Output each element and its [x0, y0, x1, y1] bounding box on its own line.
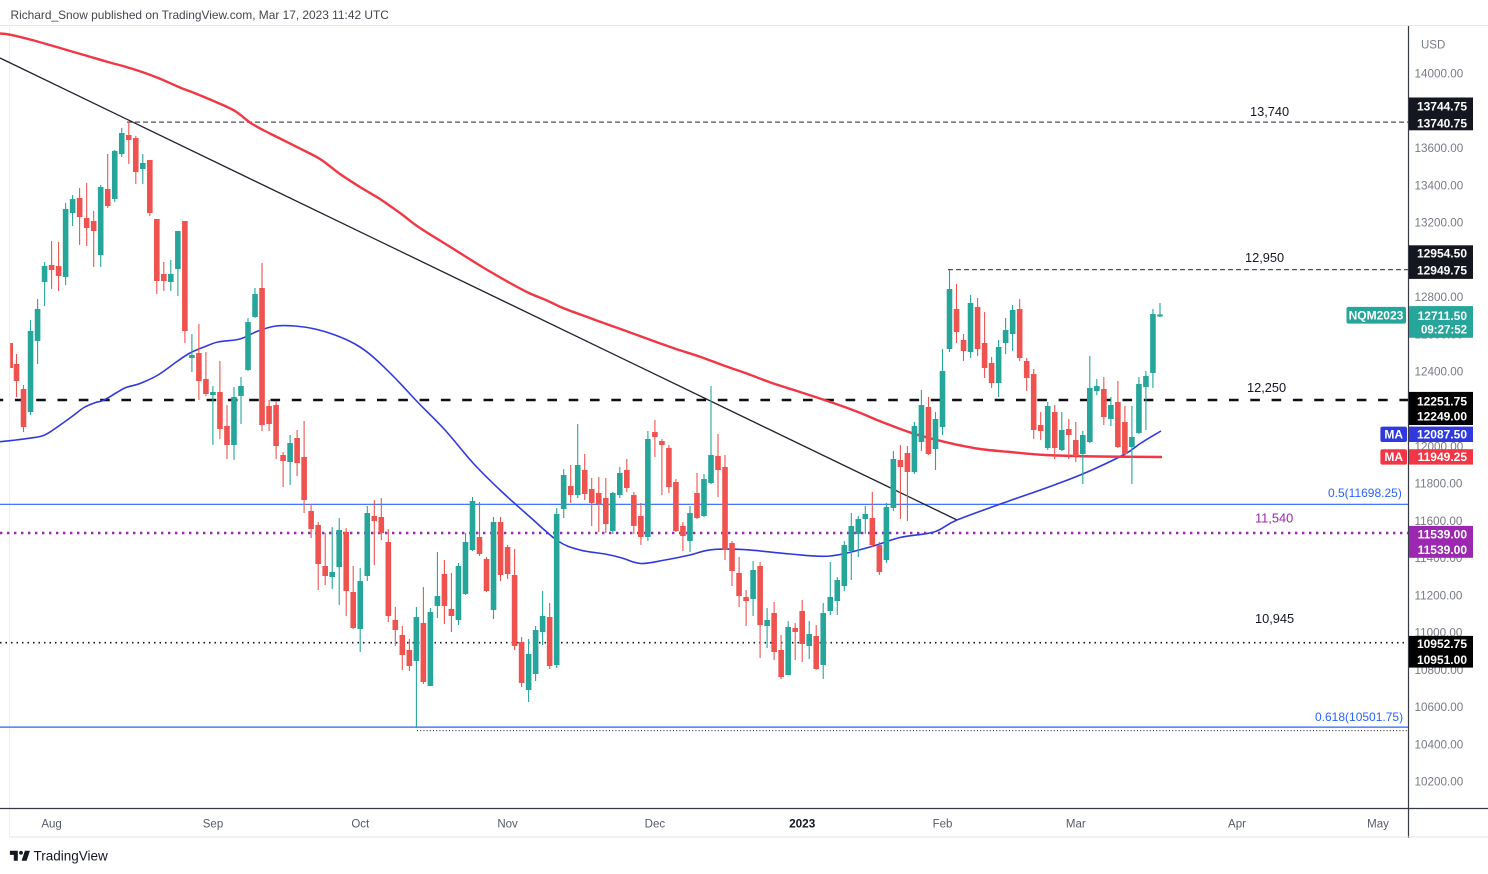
- svg-text:USD: USD: [1421, 40, 1445, 52]
- svg-text:13400.00: 13400.00: [1415, 179, 1464, 192]
- svg-text:12,950: 12,950: [1245, 250, 1284, 265]
- svg-text:12800.00: 12800.00: [1415, 291, 1464, 304]
- svg-text:13,740: 13,740: [1250, 104, 1289, 119]
- svg-text:11539.00: 11539.00: [1418, 543, 1468, 557]
- svg-text:12400.00: 12400.00: [1415, 366, 1464, 379]
- svg-text:MA: MA: [1384, 427, 1403, 441]
- svg-text:13600.00: 13600.00: [1415, 142, 1464, 155]
- svg-text:12711.50: 12711.50: [1418, 309, 1468, 323]
- svg-text:Nov: Nov: [497, 819, 518, 831]
- svg-text:Dec: Dec: [645, 819, 666, 831]
- svg-text:Apr: Apr: [1228, 819, 1246, 831]
- svg-text:TradingView: TradingView: [34, 848, 109, 863]
- svg-text:NQM2023: NQM2023: [1349, 308, 1404, 322]
- svg-text:Sep: Sep: [203, 819, 223, 831]
- svg-text:09:27:52: 09:27:52: [1421, 325, 1467, 337]
- svg-text:12,250: 12,250: [1247, 380, 1286, 395]
- svg-text:10200.00: 10200.00: [1415, 776, 1464, 789]
- svg-text:11800.00: 11800.00: [1415, 478, 1463, 491]
- svg-text:14000.00: 14000.00: [1415, 68, 1464, 81]
- svg-text:Aug: Aug: [41, 819, 61, 831]
- svg-text:MA: MA: [1384, 450, 1403, 464]
- svg-text:12954.50: 12954.50: [1417, 247, 1467, 261]
- svg-text:11,540: 11,540: [1255, 511, 1293, 526]
- svg-text:12949.75: 12949.75: [1417, 264, 1467, 278]
- svg-text:13740.75: 13740.75: [1417, 116, 1467, 130]
- svg-text:10952.75: 10952.75: [1417, 637, 1467, 651]
- svg-text:0.5(11698.25): 0.5(11698.25): [1328, 486, 1402, 500]
- svg-text:10400.00: 10400.00: [1415, 739, 1464, 752]
- svg-text:11949.25: 11949.25: [1418, 450, 1468, 464]
- svg-text:11200.00: 11200.00: [1415, 589, 1463, 602]
- svg-text:Feb: Feb: [933, 819, 953, 831]
- svg-text:10951.00: 10951.00: [1417, 653, 1467, 667]
- svg-text:13744.75: 13744.75: [1417, 99, 1467, 113]
- svg-text:13200.00: 13200.00: [1415, 217, 1464, 230]
- svg-text:12249.00: 12249.00: [1417, 410, 1467, 424]
- svg-text:12087.50: 12087.50: [1417, 427, 1467, 441]
- svg-text:2023: 2023: [789, 817, 816, 831]
- svg-text:11539.00: 11539.00: [1418, 527, 1468, 541]
- svg-text:12251.75: 12251.75: [1417, 395, 1467, 409]
- svg-text:0.618(10501.75): 0.618(10501.75): [1315, 710, 1403, 724]
- svg-text:Mar: Mar: [1066, 819, 1086, 831]
- svg-text:10600.00: 10600.00: [1415, 701, 1464, 714]
- svg-text:Oct: Oct: [351, 819, 370, 831]
- svg-text:11600.00: 11600.00: [1415, 515, 1463, 528]
- svg-text:10,945: 10,945: [1255, 611, 1294, 626]
- svg-text:Richard_Snow published on Trad: Richard_Snow published on TradingView.co…: [11, 8, 390, 22]
- svg-text:May: May: [1367, 819, 1389, 831]
